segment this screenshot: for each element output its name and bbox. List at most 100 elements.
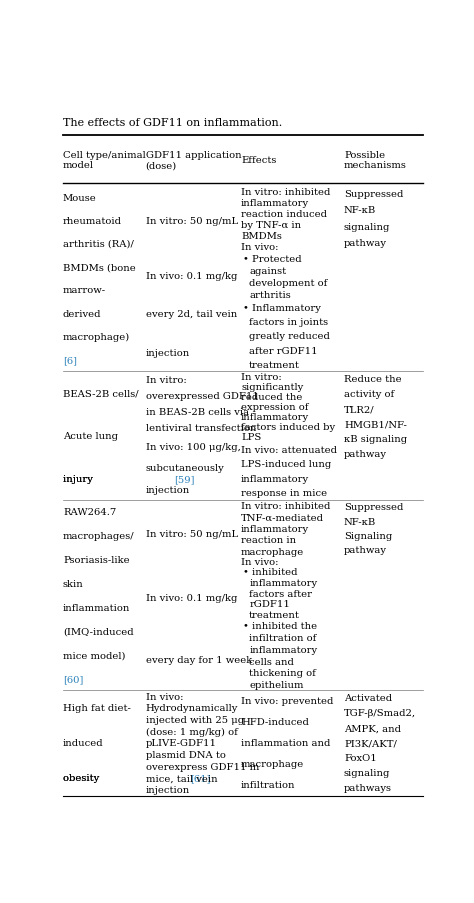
- Text: epithelium: epithelium: [249, 680, 304, 689]
- Text: injury: injury: [63, 474, 96, 483]
- Text: overexpressed GDF11: overexpressed GDF11: [146, 391, 258, 400]
- Text: expression of: expression of: [241, 403, 309, 412]
- Text: pathways: pathways: [344, 784, 392, 792]
- Text: injection: injection: [146, 785, 190, 794]
- Text: Psoriasis-like: Psoriasis-like: [63, 555, 129, 564]
- Text: TNF-α-mediated: TNF-α-mediated: [241, 513, 324, 522]
- Text: reaction induced: reaction induced: [241, 209, 327, 219]
- Text: response in mice: response in mice: [241, 489, 327, 498]
- Text: Cell type/animal
model: Cell type/animal model: [63, 151, 146, 170]
- Text: inflammation: inflammation: [63, 603, 130, 612]
- Text: greatly reduced: greatly reduced: [249, 332, 330, 341]
- Text: HMGB1/NF-: HMGB1/NF-: [344, 420, 407, 429]
- Text: skin: skin: [63, 579, 84, 588]
- Text: macrophage: macrophage: [241, 759, 304, 768]
- Text: factors induced by: factors induced by: [241, 423, 335, 432]
- Text: cells and: cells and: [249, 656, 294, 666]
- Text: Suppressed: Suppressed: [344, 190, 403, 199]
- Text: by TNF-α in: by TNF-α in: [241, 220, 301, 229]
- Text: pLIVE-GDF11: pLIVE-GDF11: [146, 739, 217, 748]
- Text: BMDMs (bone: BMDMs (bone: [63, 263, 136, 272]
- Text: In vivo:: In vivo:: [241, 558, 279, 567]
- Text: activity of: activity of: [344, 390, 394, 399]
- Text: In vitro:: In vitro:: [241, 372, 282, 381]
- Text: obesity [61]: obesity [61]: [63, 773, 123, 782]
- Text: [59]: [59]: [174, 474, 194, 483]
- Text: against: against: [249, 266, 286, 275]
- Text: pathway: pathway: [344, 450, 387, 459]
- Text: derived: derived: [63, 310, 101, 319]
- Text: macrophage): macrophage): [63, 332, 130, 341]
- Text: Signaling: Signaling: [344, 532, 392, 541]
- Text: inflammation and: inflammation and: [241, 739, 330, 748]
- Text: Effects: Effects: [241, 155, 276, 164]
- Text: (dose: 1 mg/kg) of: (dose: 1 mg/kg) of: [146, 727, 237, 736]
- Text: Activated: Activated: [344, 694, 392, 703]
- Text: injection: injection: [146, 485, 190, 494]
- Text: inflammatory: inflammatory: [249, 579, 317, 587]
- Text: (IMQ-induced: (IMQ-induced: [63, 627, 134, 636]
- Text: HFD-induced: HFD-induced: [241, 718, 309, 727]
- Text: In vivo: 100 μg/kg,: In vivo: 100 μg/kg,: [146, 442, 240, 452]
- Text: inflammatory: inflammatory: [249, 645, 317, 654]
- Text: rheumatoid: rheumatoid: [63, 217, 122, 226]
- Text: The effects of GDF11 on inflammation.: The effects of GDF11 on inflammation.: [63, 117, 282, 127]
- Text: signaling: signaling: [344, 768, 390, 777]
- Text: every 2d, tail vein: every 2d, tail vein: [146, 310, 237, 319]
- Text: macrophage: macrophage: [241, 547, 304, 556]
- Text: In vivo:: In vivo:: [146, 692, 183, 701]
- Text: • Protected: • Protected: [243, 255, 301, 264]
- Text: reaction in: reaction in: [241, 535, 296, 545]
- Text: In vivo:: In vivo:: [241, 243, 279, 252]
- Text: inflammatory: inflammatory: [241, 199, 309, 208]
- Text: marrow-: marrow-: [63, 286, 106, 295]
- Text: In vitro: 50 ng/mL: In vitro: 50 ng/mL: [146, 217, 237, 226]
- Text: [61]: [61]: [190, 773, 210, 782]
- Text: LPS-induced lung: LPS-induced lung: [241, 460, 331, 469]
- Text: In vitro: inhibited: In vitro: inhibited: [241, 187, 330, 196]
- Text: • Inflammatory: • Inflammatory: [243, 303, 320, 312]
- Text: AMPK, and: AMPK, and: [344, 723, 401, 732]
- Text: factors in joints: factors in joints: [249, 318, 328, 327]
- Text: pathway: pathway: [344, 545, 387, 554]
- Text: injury [59]: injury [59]: [63, 474, 117, 483]
- Text: inflammatory: inflammatory: [241, 474, 309, 483]
- Text: induced: induced: [63, 739, 103, 748]
- Text: thickening of: thickening of: [249, 668, 316, 677]
- Text: In vivo: 0.1 mg/kg: In vivo: 0.1 mg/kg: [146, 593, 237, 602]
- Text: reduced the: reduced the: [241, 393, 302, 402]
- Text: mice, tail vein: mice, tail vein: [146, 773, 217, 782]
- Text: infiltration: infiltration: [241, 780, 296, 789]
- Text: after rGDF11: after rGDF11: [249, 346, 318, 355]
- Text: NF-κB: NF-κB: [344, 517, 376, 526]
- Text: lentiviral transfection: lentiviral transfection: [146, 424, 256, 433]
- Text: development of: development of: [249, 279, 328, 288]
- Text: • inhibited: • inhibited: [243, 568, 297, 577]
- Text: RAW264.7: RAW264.7: [63, 507, 116, 517]
- Text: In vivo: 0.1 mg/kg: In vivo: 0.1 mg/kg: [146, 272, 237, 281]
- Text: Mouse: Mouse: [63, 193, 97, 202]
- Text: arthritis (RA)/: arthritis (RA)/: [63, 239, 134, 248]
- Text: obesity: obesity: [63, 773, 102, 782]
- Text: GDF11 application
(dose): GDF11 application (dose): [146, 151, 241, 170]
- Text: • inhibited the: • inhibited the: [243, 621, 317, 630]
- Text: BMDMs: BMDMs: [241, 232, 282, 241]
- Text: plasmid DNA to: plasmid DNA to: [146, 750, 226, 759]
- Text: BEAS-2B cells/: BEAS-2B cells/: [63, 388, 138, 397]
- Text: inflammatory: inflammatory: [241, 525, 309, 534]
- Text: NF-κB: NF-κB: [344, 206, 376, 215]
- Text: In vivo: attenuated: In vivo: attenuated: [241, 445, 337, 454]
- Text: overexpress GDF11 in: overexpress GDF11 in: [146, 762, 259, 771]
- Text: significantly: significantly: [241, 383, 303, 392]
- Text: FoxO1: FoxO1: [344, 753, 377, 762]
- Text: arthritis: arthritis: [249, 291, 291, 300]
- Text: PI3K/AKT/: PI3K/AKT/: [344, 739, 397, 748]
- Text: subcutaneously: subcutaneously: [146, 463, 224, 472]
- Text: obesity: obesity: [63, 773, 102, 782]
- Text: Acute lung: Acute lung: [63, 432, 118, 441]
- Text: infiltration of: infiltration of: [249, 633, 317, 642]
- Text: Possible
mechanisms: Possible mechanisms: [344, 151, 407, 170]
- Text: factors after: factors after: [249, 589, 312, 598]
- Text: pathway: pathway: [344, 238, 387, 247]
- Text: every day for 1 week: every day for 1 week: [146, 656, 252, 665]
